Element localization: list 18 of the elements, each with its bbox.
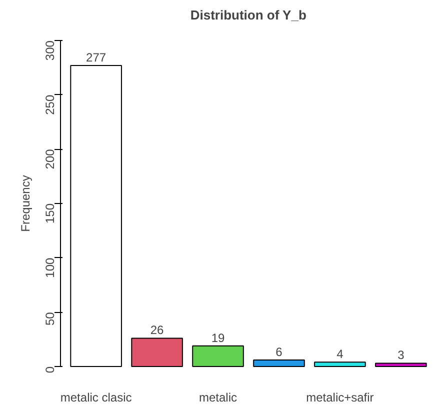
x-tick-label: metalic clasic bbox=[60, 390, 132, 404]
y-tick-label: 150 bbox=[43, 203, 57, 224]
x-tick-label: metalic bbox=[199, 390, 238, 404]
data-label: 3 bbox=[398, 348, 405, 362]
y-tick-label: 100 bbox=[43, 257, 57, 278]
y-tick-label: 250 bbox=[43, 94, 57, 115]
data-label: 6 bbox=[276, 344, 283, 359]
data-label: 19 bbox=[211, 330, 226, 345]
y-tick-label: 0 bbox=[43, 366, 57, 374]
data-label: 277 bbox=[86, 50, 106, 65]
y-tick-label: 200 bbox=[43, 148, 57, 170]
data-label: 26 bbox=[150, 323, 164, 338]
x-tick-label: metalic+safir bbox=[306, 390, 374, 404]
chart-title: Distribution of Y_b bbox=[190, 8, 306, 22]
y-tick-label: 300 bbox=[43, 40, 57, 61]
y-tick-label: 50 bbox=[43, 312, 57, 326]
y-axis-title: Frequency bbox=[18, 175, 32, 232]
data-label: 4 bbox=[336, 347, 344, 362]
